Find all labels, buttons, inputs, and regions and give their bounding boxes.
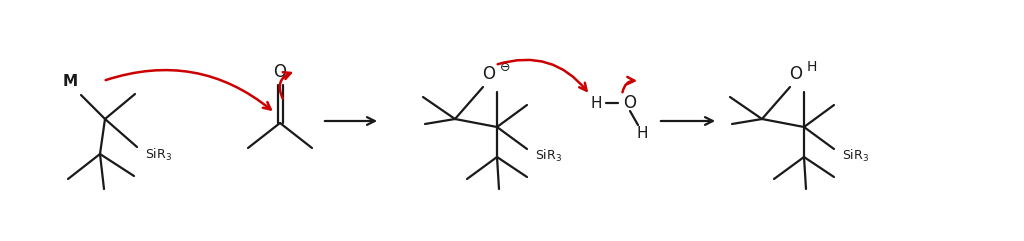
Text: SiR$_3$: SiR$_3$ xyxy=(536,148,562,164)
Text: SiR$_3$: SiR$_3$ xyxy=(843,148,869,164)
Text: O: O xyxy=(482,65,496,83)
Text: ⊖: ⊖ xyxy=(500,60,510,74)
Text: O: O xyxy=(624,94,637,112)
Text: H: H xyxy=(807,60,817,74)
Text: O: O xyxy=(790,65,803,83)
Text: M: M xyxy=(62,74,78,88)
Text: SiR$_3$: SiR$_3$ xyxy=(145,147,173,163)
Text: O: O xyxy=(273,63,287,81)
Text: H: H xyxy=(636,126,648,141)
Text: H: H xyxy=(590,95,602,111)
